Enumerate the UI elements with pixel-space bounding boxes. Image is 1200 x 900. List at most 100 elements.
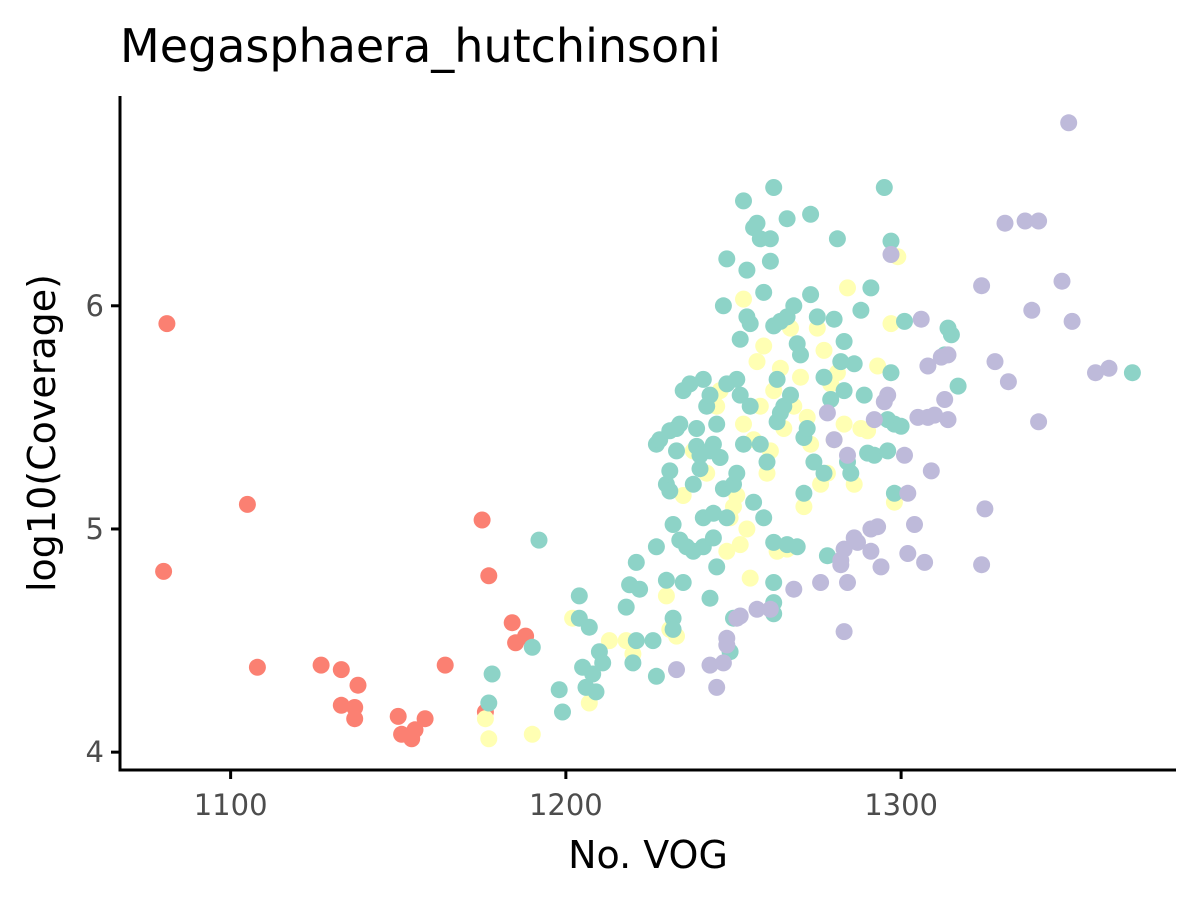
data-point-s2-137 bbox=[885, 484, 903, 502]
data-point-s2-46 bbox=[691, 460, 709, 478]
data-point-s2-116 bbox=[815, 464, 833, 482]
data-point-s3-59 bbox=[1100, 359, 1118, 377]
data-point-s3-8 bbox=[748, 600, 766, 618]
data-point-s2-48 bbox=[694, 370, 712, 388]
data-point-s3-44 bbox=[939, 411, 957, 429]
data-point-s1-49 bbox=[835, 415, 853, 433]
data-point-s2-62 bbox=[714, 297, 732, 315]
data-point-s3-1 bbox=[701, 656, 719, 674]
data-point-s2-12 bbox=[587, 683, 605, 701]
data-point-s2-4 bbox=[550, 681, 568, 699]
data-point-s0-2 bbox=[238, 495, 256, 513]
data-point-s2-145 bbox=[1123, 364, 1141, 382]
data-point-s3-24 bbox=[865, 411, 883, 429]
data-point-s2-88 bbox=[761, 230, 779, 248]
x-axis-ticks: 1100 1200 1300 bbox=[194, 770, 938, 822]
data-point-s3-40 bbox=[926, 406, 944, 424]
data-point-s1-16 bbox=[718, 542, 736, 560]
data-point-s2-87 bbox=[761, 252, 779, 270]
data-point-s2-127 bbox=[852, 301, 870, 319]
data-point-s2-135 bbox=[882, 232, 900, 250]
data-point-s1-1 bbox=[480, 730, 498, 748]
data-point-s0-1 bbox=[155, 562, 173, 580]
data-point-s2-1 bbox=[483, 665, 501, 683]
data-point-s2-71 bbox=[731, 386, 749, 404]
data-point-s3-39 bbox=[922, 462, 940, 480]
data-point-s3-46 bbox=[973, 556, 991, 574]
data-point-s2-20 bbox=[631, 580, 649, 598]
data-point-s2-132 bbox=[875, 179, 893, 196]
data-point-s2-131 bbox=[865, 446, 883, 464]
data-point-s2-45 bbox=[688, 420, 706, 437]
data-point-s2-33 bbox=[664, 620, 682, 638]
data-point-s1-0 bbox=[476, 710, 494, 728]
data-point-s2-73 bbox=[735, 192, 752, 210]
data-point-s1-21 bbox=[735, 415, 752, 433]
data-point-s2-53 bbox=[701, 386, 719, 404]
data-point-s1-50 bbox=[839, 279, 856, 297]
x-axis-label: No. VOG bbox=[568, 833, 728, 877]
data-point-s2-14 bbox=[594, 654, 612, 672]
data-point-s2-85 bbox=[755, 509, 773, 527]
data-point-s2-113 bbox=[805, 453, 823, 471]
data-point-s2-69 bbox=[728, 464, 746, 482]
data-point-s2-114 bbox=[808, 308, 826, 326]
data-point-s1-20 bbox=[731, 536, 749, 554]
data-point-s2-0 bbox=[480, 694, 498, 712]
data-point-s2-28 bbox=[661, 482, 679, 500]
data-point-s2-34 bbox=[668, 442, 685, 460]
data-point-s3-11 bbox=[812, 574, 830, 591]
data-point-s2-86 bbox=[758, 453, 776, 471]
data-point-s2-130 bbox=[862, 279, 880, 297]
data-point-s2-58 bbox=[708, 558, 726, 576]
data-point-s3-51 bbox=[1016, 212, 1034, 230]
points-layer bbox=[155, 114, 1141, 748]
data-point-s2-38 bbox=[674, 574, 692, 591]
data-point-s0-3 bbox=[248, 658, 266, 676]
data-point-s3-21 bbox=[849, 533, 866, 551]
data-point-s2-140 bbox=[896, 312, 913, 330]
data-point-s3-42 bbox=[936, 391, 954, 408]
data-point-s0-0 bbox=[158, 315, 176, 333]
x-tick-label-1100: 1100 bbox=[194, 788, 268, 822]
data-point-s0-10 bbox=[389, 707, 407, 725]
data-point-s2-120 bbox=[828, 230, 846, 248]
data-point-s2-136 bbox=[882, 364, 900, 382]
data-point-s2-112 bbox=[802, 205, 820, 223]
data-point-s1-55 bbox=[882, 315, 900, 333]
x-tick-label-1200: 1200 bbox=[529, 788, 603, 822]
data-point-s2-11 bbox=[584, 665, 602, 683]
data-point-s3-18 bbox=[839, 446, 856, 464]
data-point-s0-16 bbox=[473, 511, 491, 529]
data-point-s3-30 bbox=[896, 446, 913, 464]
data-point-s0-6 bbox=[332, 696, 350, 714]
data-point-s2-103 bbox=[782, 386, 799, 404]
data-point-s1-54 bbox=[869, 357, 887, 375]
data-point-s2-143 bbox=[942, 326, 960, 344]
data-point-s1-11 bbox=[674, 487, 692, 504]
data-point-s2-128 bbox=[855, 386, 873, 404]
x-tick-label-1300: 1300 bbox=[864, 788, 938, 822]
data-point-s2-6 bbox=[570, 587, 588, 605]
data-point-s2-139 bbox=[892, 417, 910, 435]
chart-title: Megasphaera_hutchinsoni bbox=[120, 19, 721, 73]
data-point-s0-19 bbox=[503, 614, 521, 632]
data-point-s2-63 bbox=[718, 509, 736, 527]
data-point-s3-19 bbox=[839, 574, 856, 591]
data-point-s2-2 bbox=[523, 638, 541, 656]
data-point-s0-15 bbox=[436, 656, 454, 674]
data-point-s3-35 bbox=[912, 310, 930, 328]
data-point-s3-33 bbox=[906, 516, 923, 533]
data-point-s3-48 bbox=[986, 353, 1004, 371]
data-point-s3-53 bbox=[1030, 212, 1048, 230]
data-point-s2-21 bbox=[644, 632, 662, 650]
data-point-s3-45 bbox=[973, 277, 991, 295]
data-point-s2-126 bbox=[845, 355, 863, 373]
data-point-s3-28 bbox=[879, 386, 897, 404]
data-point-s2-118 bbox=[822, 391, 840, 408]
data-point-s1-8 bbox=[657, 587, 675, 605]
data-point-s2-82 bbox=[751, 435, 769, 453]
data-point-s2-117 bbox=[818, 547, 836, 565]
data-point-s3-2 bbox=[708, 678, 726, 696]
